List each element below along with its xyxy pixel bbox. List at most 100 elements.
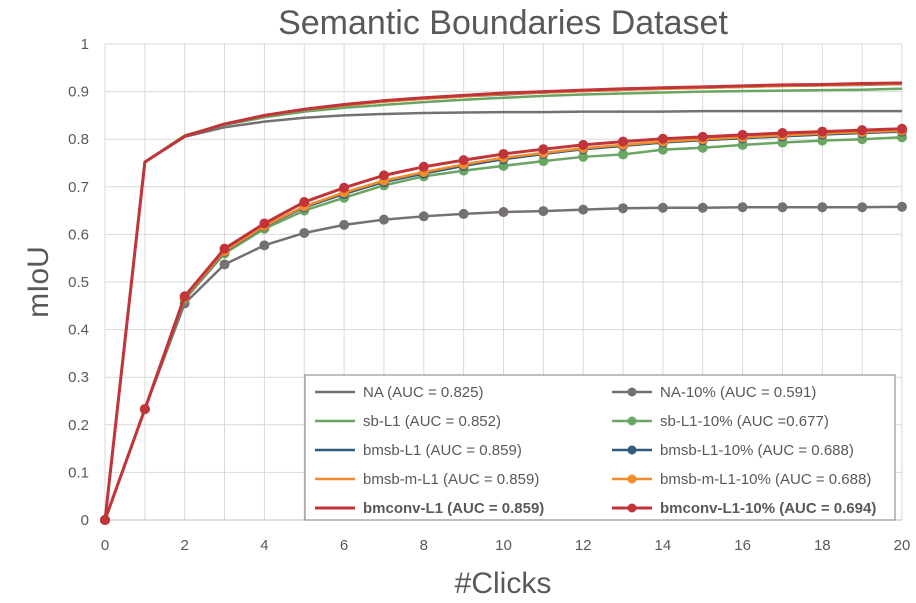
data-point	[697, 131, 708, 142]
data-point	[139, 404, 150, 415]
x-tick-label: 12	[575, 537, 592, 554]
data-point	[299, 197, 310, 208]
series-0	[103, 109, 902, 521]
x-tick-label: 6	[340, 537, 348, 554]
legend-label: bmsb-m-L1 (AUC = 0.859)	[363, 471, 539, 488]
legend: NA (AUC = 0.825) NA-10% (AUC = 0.591) sb-L…	[304, 374, 896, 521]
data-point	[339, 219, 350, 230]
legend-item: bmsb-m-L1 (AUC = 0.859)	[315, 471, 539, 488]
legend-label: bmsb-m-L1-10% (AUC = 0.688)	[660, 471, 871, 488]
legend-label: bmsb-L1-10% (AUC = 0.688)	[660, 442, 854, 459]
chart-title: Semantic Boundaries Dataset	[278, 4, 728, 42]
legend-marker	[627, 387, 637, 397]
data-point	[299, 227, 310, 238]
data-point	[418, 211, 429, 222]
series-9	[100, 123, 907, 525]
legend-box	[304, 374, 896, 521]
data-point	[219, 243, 230, 254]
legend-item: NA-10% (AUC = 0.591)	[612, 384, 816, 401]
legend-marker	[627, 416, 637, 426]
legend-item: sb-L1 (AUC = 0.852)	[315, 413, 501, 430]
legend-item: bmsb-L1 (AUC = 0.859)	[315, 442, 522, 459]
x-tick-label: 2	[181, 537, 189, 554]
data-point	[179, 291, 190, 302]
data-point	[657, 202, 668, 213]
data-point	[777, 202, 788, 213]
data-point	[378, 214, 389, 225]
data-point	[538, 206, 549, 217]
data-point	[259, 218, 270, 229]
data-point	[339, 182, 350, 193]
y-tick-label: 0.6	[68, 226, 89, 243]
legend-label: NA (AUC = 0.825)	[363, 384, 483, 401]
legend-label: sb-L1-10% (AUC =0.677)	[660, 413, 829, 430]
legend-item: bmsb-L1-10% (AUC = 0.688)	[612, 442, 854, 459]
series-8	[103, 81, 903, 521]
x-tick-label: 8	[420, 537, 428, 554]
data-point	[737, 129, 748, 140]
legend-item: bmsb-m-L1-10% (AUC = 0.688)	[612, 471, 871, 488]
data-point	[657, 133, 668, 144]
x-tick-label: 14	[655, 537, 672, 554]
data-point	[100, 515, 110, 525]
legend-label: sb-L1 (AUC = 0.852)	[363, 413, 501, 430]
data-point	[618, 136, 629, 147]
x-tick-label: 16	[734, 537, 751, 554]
data-point	[857, 125, 868, 136]
y-tick-label: 0.1	[68, 464, 89, 481]
data-point	[498, 207, 509, 218]
data-point	[458, 208, 469, 219]
data-point	[418, 161, 429, 172]
x-tick-label: 18	[814, 537, 831, 554]
x-axis-title: #Clicks	[455, 567, 552, 600]
y-tick-label: 0.2	[68, 417, 89, 434]
legend-marker	[627, 503, 637, 513]
legend-label: bmconv-L1 (AUC = 0.859)	[363, 500, 544, 517]
series-layer	[100, 81, 907, 525]
series-line	[103, 81, 903, 521]
y-tick-label: 1	[81, 36, 89, 53]
legend-label: NA-10% (AUC = 0.591)	[660, 384, 816, 401]
data-point	[618, 149, 629, 160]
data-point	[618, 203, 629, 214]
data-point	[578, 139, 589, 150]
y-tick-label: 0.3	[68, 369, 89, 386]
data-point	[697, 202, 708, 213]
legend-item: bmconv-L1-10% (AUC = 0.694)	[612, 500, 876, 517]
data-point	[857, 202, 868, 213]
data-point	[897, 201, 907, 212]
y-tick-label: 0.7	[68, 179, 89, 196]
y-axis-title: mIoU	[22, 246, 55, 318]
y-tick-label: 0.8	[68, 131, 89, 148]
series-line	[103, 109, 902, 521]
x-tick-label: 20	[894, 537, 911, 554]
x-tick-label: 4	[260, 537, 268, 554]
data-point	[219, 259, 230, 270]
y-tick-label: 0	[81, 512, 89, 529]
data-point	[498, 148, 509, 159]
legend-item: bmconv-L1 (AUC = 0.859)	[315, 500, 544, 517]
x-tick-label: 0	[101, 537, 109, 554]
data-point	[578, 204, 589, 215]
legend-marker	[627, 474, 637, 484]
data-point	[817, 126, 828, 137]
legend-marker	[627, 445, 637, 455]
legend-label: bmsb-L1 (AUC = 0.859)	[363, 442, 522, 459]
data-point	[259, 240, 270, 251]
x-tick-label: 10	[495, 537, 512, 554]
data-point	[378, 170, 389, 181]
data-point	[777, 128, 788, 139]
data-point	[817, 202, 828, 213]
data-point	[737, 202, 748, 213]
data-point	[897, 123, 907, 134]
y-tick-label: 0.9	[68, 84, 89, 101]
legend-item: sb-L1-10% (AUC =0.677)	[612, 413, 829, 430]
data-point	[538, 144, 549, 155]
tick-labels: 00.10.20.30.40.50.60.70.80.910 2 4 6 8 10 12 14…	[68, 36, 910, 554]
y-tick-label: 0.4	[68, 322, 89, 339]
y-tick-label: 0.5	[68, 274, 89, 291]
legend-label: bmconv-L1-10% (AUC = 0.694)	[660, 500, 876, 517]
data-point	[458, 155, 469, 166]
